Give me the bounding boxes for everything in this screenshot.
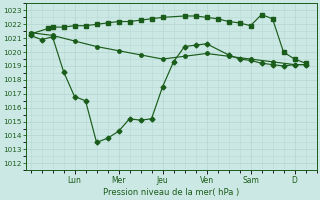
X-axis label: Pression niveau de la mer( hPa ): Pression niveau de la mer( hPa ) (103, 188, 239, 197)
